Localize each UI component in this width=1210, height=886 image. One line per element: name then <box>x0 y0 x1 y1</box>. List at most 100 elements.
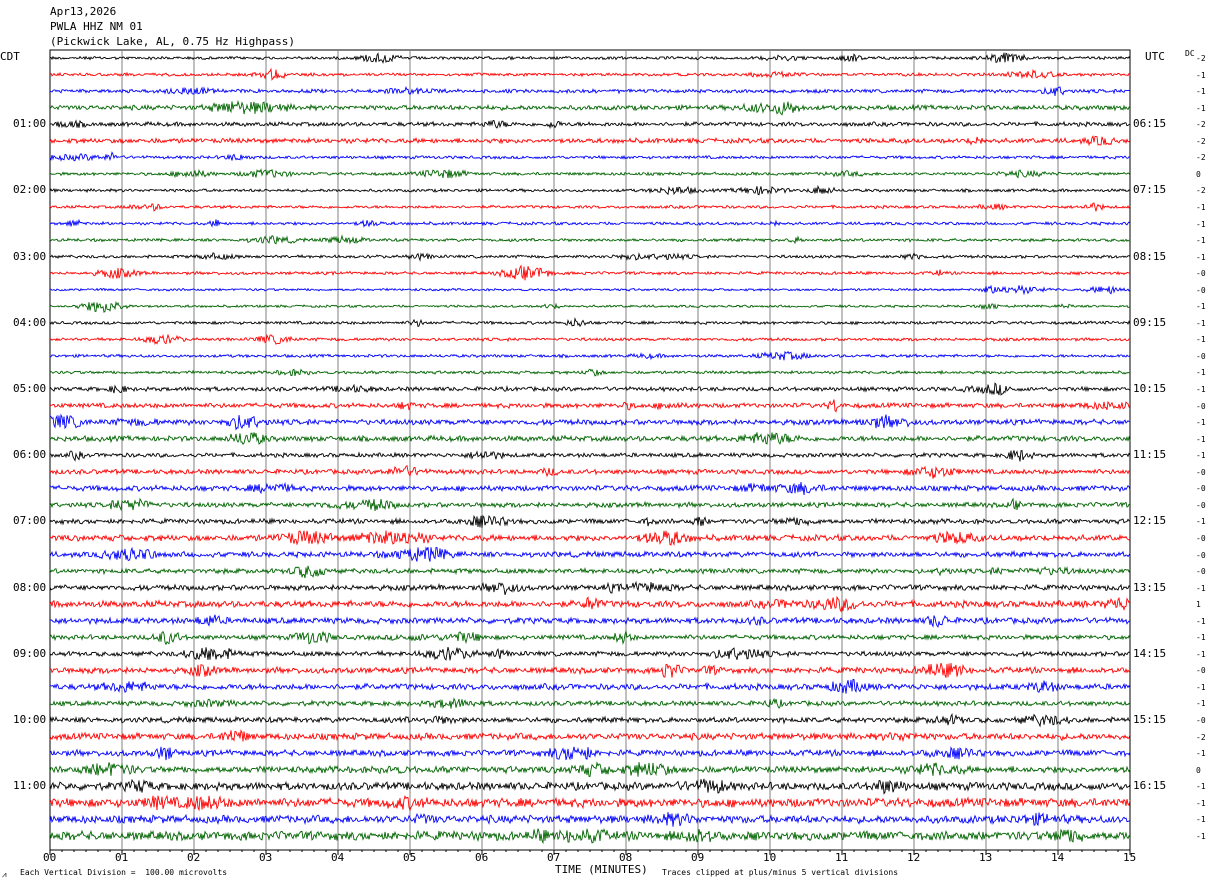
x-tick-label: 04 <box>331 851 345 864</box>
dc-offset-value: -1 <box>1196 682 1206 692</box>
dc-offset-header: DC <box>1185 49 1195 58</box>
dc-offset-value: -1 <box>1196 649 1206 659</box>
left-time-label: 08:00 <box>13 580 47 594</box>
right-time-label: 15:15 <box>1133 713 1167 726</box>
dc-offset-value: -0 <box>1196 467 1206 477</box>
left-time-label: 06:00 <box>13 448 47 462</box>
dc-offset-value: -1 <box>1196 815 1206 825</box>
x-axis-title: TIME (MINUTES) <box>555 863 648 876</box>
left-time-label: 09:00 <box>13 646 47 660</box>
x-tick-label: 07 <box>547 851 561 864</box>
seismic-trace <box>49 713 1131 728</box>
right-time-label: 11:15 <box>1133 448 1167 462</box>
dc-offset-value: -1 <box>1196 385 1206 394</box>
dc-offset-value: -1 <box>1196 798 1206 808</box>
seismic-trace <box>49 350 1131 361</box>
left-time-label: 04:00 <box>13 315 47 329</box>
right-time-label: 16:15 <box>1133 779 1167 793</box>
dc-offset-value: -1 <box>1196 616 1206 626</box>
dc-offset-value: -1 <box>1196 434 1206 444</box>
x-tick-label: 15 <box>1123 851 1137 864</box>
seismic-trace <box>49 449 1131 462</box>
dc-offset-value: 0 <box>1196 765 1201 775</box>
dc-offset-value: -0 <box>1196 533 1206 543</box>
x-tick-label: 14 <box>1051 851 1065 864</box>
dc-offset-value: -2 <box>1196 54 1206 63</box>
scale-note: Each Vertical Division = 100.00 microvol… <box>20 868 228 877</box>
right-time-label: 07:15 <box>1133 183 1167 197</box>
header-station: PWLA HHZ NM 01 <box>50 20 143 33</box>
dc-offset-value: -0 <box>1196 401 1206 411</box>
dc-offset-value: 0 <box>1196 169 1201 179</box>
seismic-trace <box>49 595 1131 613</box>
seismic-trace <box>49 234 1131 245</box>
seismic-trace <box>49 646 1131 661</box>
dc-offset-value: -0 <box>1196 285 1206 295</box>
right-time-label: 12:15 <box>1133 514 1167 528</box>
dc-offset-value: -1 <box>1196 70 1206 80</box>
header-date: Apr13,2026 <box>50 5 117 18</box>
seismic-trace <box>49 218 1131 228</box>
left-time-label: 10:00 <box>13 713 47 726</box>
header-location: (Pickwick Lake, AL, 0.75 Hz Highpass) <box>50 35 296 48</box>
seismic-trace <box>49 333 1130 345</box>
seismic-trace <box>50 284 1131 296</box>
dc-offset-value: -1 <box>1196 87 1206 97</box>
seismic-trace <box>49 629 1131 646</box>
dc-offset-value: -2 <box>1196 120 1206 130</box>
seismic-trace <box>49 413 1131 431</box>
dc-offset-value: -1 <box>1196 335 1206 345</box>
x-tick-label: 06 <box>475 851 489 864</box>
dc-offset-value: -1 <box>1196 831 1206 841</box>
x-tick-label: 12 <box>907 851 921 864</box>
x-tick-label: 13 <box>979 851 993 864</box>
dc-offset-value: -0 <box>1196 351 1206 361</box>
seismic-trace <box>49 399 1131 413</box>
left-time-label: 02:00 <box>13 183 47 197</box>
seismic-trace <box>49 316 1131 328</box>
dc-offset-value: -2 <box>1196 186 1206 196</box>
seismic-trace <box>49 67 1131 81</box>
right-time-label: 06:15 <box>1133 117 1167 131</box>
seismic-trace <box>49 678 1131 694</box>
dc-offset-value: -0 <box>1196 550 1206 560</box>
x-tick-label: 02 <box>187 851 201 864</box>
seismic-trace <box>49 135 1131 147</box>
dc-offset-value: -1 <box>1196 202 1206 212</box>
seismic-trace <box>49 746 1131 761</box>
x-tick-label: 00 <box>43 851 57 864</box>
right-time-label: 10:15 <box>1133 382 1167 395</box>
right-time-label: 14:15 <box>1133 646 1167 660</box>
x-tick-label: 03 <box>259 851 273 864</box>
seismic-trace <box>49 264 1131 281</box>
dc-offset-value: -1 <box>1196 517 1206 527</box>
seismic-trace <box>49 497 1130 512</box>
dc-offset-value: -0 <box>1196 484 1206 494</box>
left-time-label: 05:00 <box>13 382 47 395</box>
dc-offset-value: -1 <box>1196 103 1206 113</box>
x-tick-label: 01 <box>115 851 129 864</box>
seismic-trace <box>49 151 1131 162</box>
seismic-trace <box>49 565 1131 579</box>
seismic-trace <box>49 530 1131 547</box>
dc-offset-value: -1 <box>1196 451 1206 461</box>
seismic-trace <box>49 252 1131 262</box>
seismic-trace <box>49 368 1131 377</box>
dc-offset-value: 1 <box>1196 600 1201 610</box>
seismic-trace <box>49 580 1131 595</box>
x-tick-label: 05 <box>403 851 417 864</box>
left-time-label: 07:00 <box>13 514 47 528</box>
dc-offset-value: -1 <box>1196 583 1206 593</box>
right-timezone-label: UTC <box>1145 50 1165 63</box>
dc-offset-value: -1 <box>1196 252 1206 262</box>
seismic-trace <box>49 464 1131 479</box>
right-time-label: 13:15 <box>1133 580 1167 594</box>
seismic-trace <box>49 761 1131 777</box>
dc-offset-value: -1 <box>1196 749 1206 759</box>
right-time-label: 08:15 <box>1133 249 1167 263</box>
clip-note: Traces clipped at plus/minus 5 vertical … <box>662 868 899 877</box>
dc-offset-value: -1 <box>1196 368 1206 378</box>
seismic-trace <box>49 202 1131 212</box>
dc-offset-value: -1 <box>1196 782 1206 792</box>
